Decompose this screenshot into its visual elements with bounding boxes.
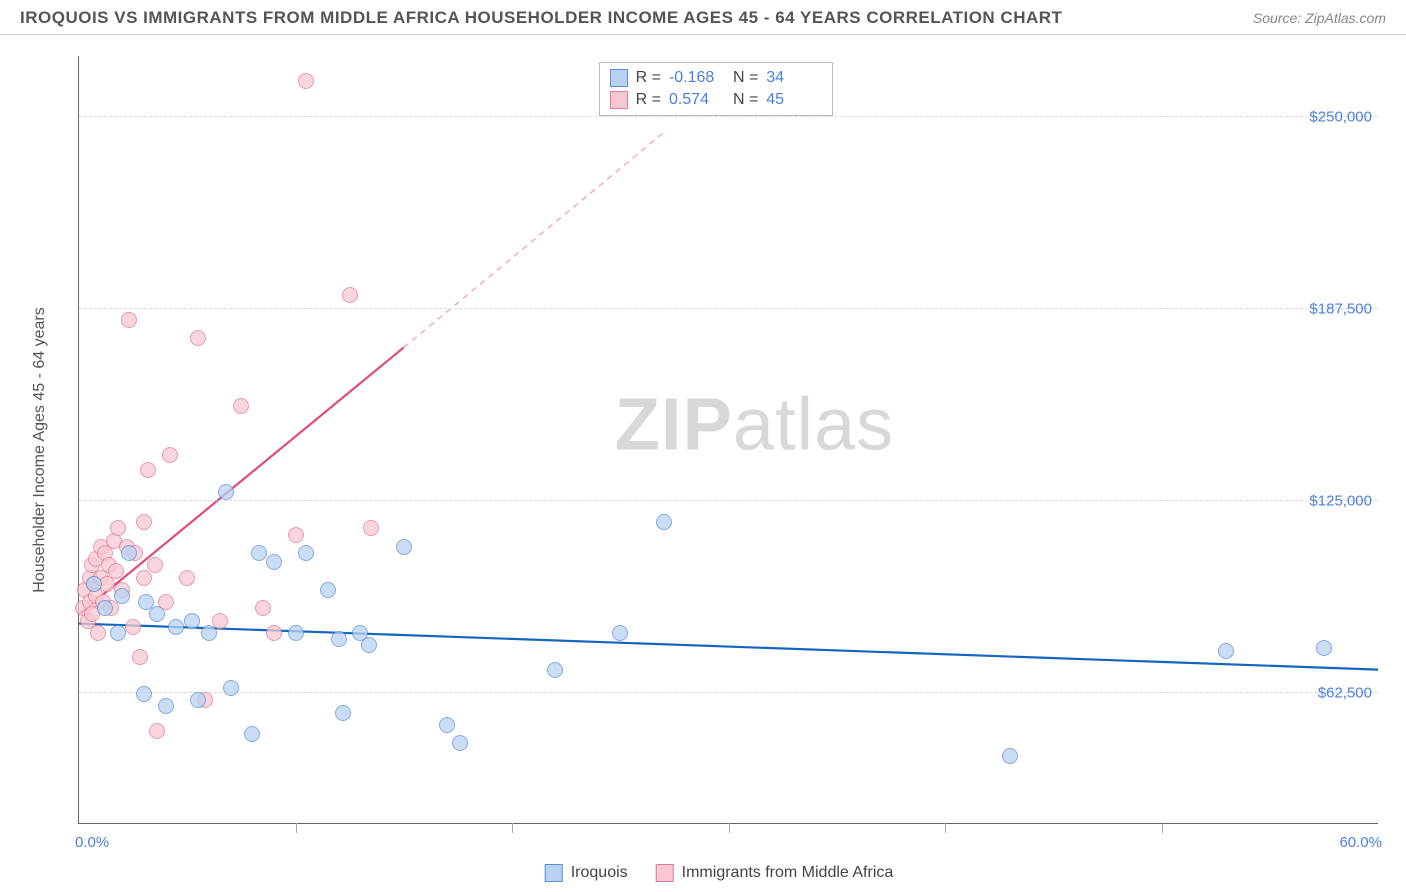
- data-point: [1218, 643, 1234, 659]
- data-point: [266, 554, 282, 570]
- data-point: [190, 330, 206, 346]
- data-point: [162, 447, 178, 463]
- gridline: [79, 308, 1378, 309]
- data-point: [255, 600, 271, 616]
- data-point: [114, 588, 130, 604]
- data-point: [298, 73, 314, 89]
- data-point: [108, 563, 124, 579]
- x-tick: [512, 823, 513, 833]
- swatch-series-1: [610, 91, 628, 109]
- x-tick: [945, 823, 946, 833]
- data-point: [121, 545, 137, 561]
- stats-row-series-1: R = 0.574 N = 45: [610, 89, 823, 111]
- legend-item-1: Immigrants from Middle Africa: [656, 864, 894, 882]
- data-point: [251, 545, 267, 561]
- data-point: [218, 484, 234, 500]
- data-point: [201, 625, 217, 641]
- x-axis-min-label: 0.0%: [75, 834, 109, 851]
- data-point: [97, 600, 113, 616]
- data-point: [110, 520, 126, 536]
- data-point: [298, 545, 314, 561]
- data-point: [86, 576, 102, 592]
- data-point: [132, 649, 148, 665]
- stats-row-series-0: R = -0.168 N = 34: [610, 67, 823, 89]
- chart-header: IROQUOIS VS IMMIGRANTS FROM MIDDLE AFRIC…: [0, 0, 1406, 35]
- data-point: [184, 613, 200, 629]
- stats-legend-box: R = -0.168 N = 34 R = 0.574 N = 45: [599, 62, 834, 116]
- data-point: [90, 625, 106, 641]
- data-point: [361, 637, 377, 653]
- data-point: [125, 619, 141, 635]
- data-point: [136, 686, 152, 702]
- data-point: [147, 557, 163, 573]
- y-axis-title: Householder Income Ages 45 - 64 years: [31, 307, 49, 593]
- data-point: [244, 726, 260, 742]
- data-point: [612, 625, 628, 641]
- data-point: [288, 625, 304, 641]
- data-point: [331, 631, 347, 647]
- x-tick: [1162, 823, 1163, 833]
- trend-lines-layer: [79, 56, 1378, 823]
- bottom-legend: Iroquois Immigrants from Middle Africa: [545, 864, 894, 882]
- y-tick-label: $62,500: [1318, 684, 1372, 701]
- x-tick: [729, 823, 730, 833]
- legend-label-0: Iroquois: [571, 864, 628, 882]
- data-point: [396, 539, 412, 555]
- data-point: [439, 717, 455, 733]
- data-point: [452, 735, 468, 751]
- chart-title: IROQUOIS VS IMMIGRANTS FROM MIDDLE AFRIC…: [20, 8, 1062, 28]
- data-point: [656, 514, 672, 530]
- data-point: [136, 514, 152, 530]
- data-point: [190, 692, 206, 708]
- data-point: [1002, 748, 1018, 764]
- watermark: ZIPatlas: [615, 382, 894, 467]
- swatch-series-0: [610, 69, 628, 87]
- data-point: [121, 312, 137, 328]
- chart-area: Householder Income Ages 45 - 64 years ZI…: [50, 48, 1388, 852]
- legend-swatch-1: [656, 864, 674, 882]
- data-point: [335, 705, 351, 721]
- data-point: [149, 606, 165, 622]
- data-point: [179, 570, 195, 586]
- data-point: [266, 625, 282, 641]
- data-point: [140, 462, 156, 478]
- data-point: [288, 527, 304, 543]
- legend-label-1: Immigrants from Middle Africa: [682, 864, 894, 882]
- legend-swatch-0: [545, 864, 563, 882]
- data-point: [168, 619, 184, 635]
- data-point: [342, 287, 358, 303]
- legend-item-0: Iroquois: [545, 864, 628, 882]
- y-tick-label: $187,500: [1309, 301, 1372, 318]
- source-label: Source: ZipAtlas.com: [1253, 10, 1386, 26]
- y-tick-label: $125,000: [1309, 492, 1372, 509]
- data-point: [547, 662, 563, 678]
- data-point: [1316, 640, 1332, 656]
- x-tick: [296, 823, 297, 833]
- gridline: [79, 500, 1378, 501]
- gridline: [79, 692, 1378, 693]
- scatter-plot: ZIPatlas R = -0.168 N = 34 R = 0.574 N =…: [78, 56, 1378, 824]
- data-point: [233, 398, 249, 414]
- data-point: [363, 520, 379, 536]
- gridline: [79, 116, 1378, 117]
- data-point: [158, 698, 174, 714]
- data-point: [223, 680, 239, 696]
- data-point: [149, 723, 165, 739]
- y-tick-label: $250,000: [1309, 109, 1372, 126]
- x-axis-max-label: 60.0%: [1339, 834, 1382, 851]
- data-point: [110, 625, 126, 641]
- data-point: [320, 582, 336, 598]
